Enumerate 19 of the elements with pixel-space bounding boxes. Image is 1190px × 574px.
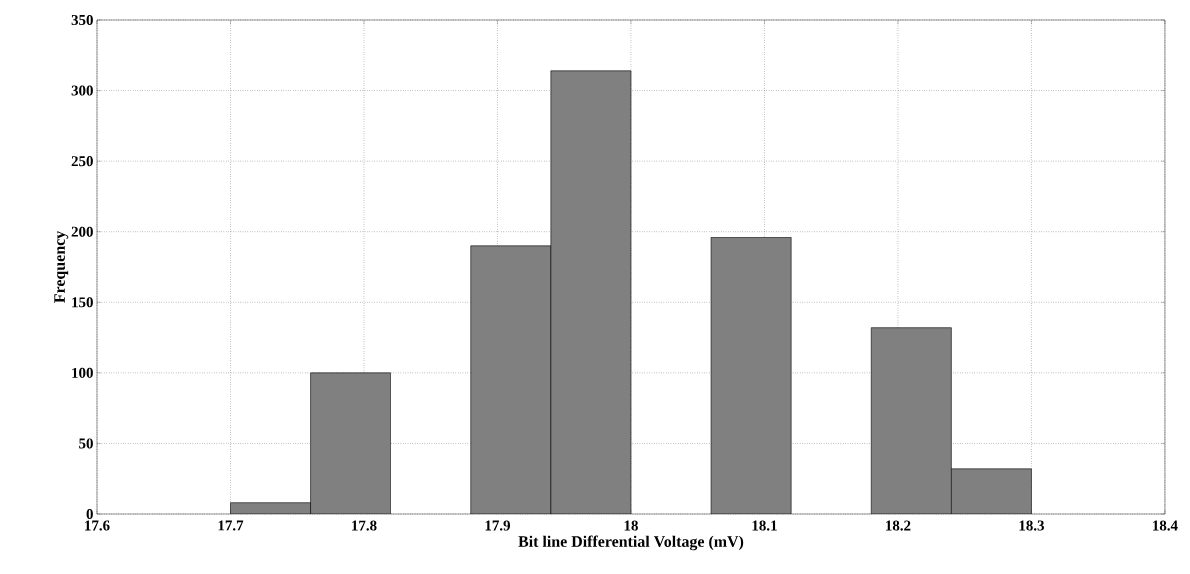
x-tick-label: 17.8 <box>352 520 377 531</box>
x-axis-title: Bit line Differential Voltage (mV) <box>518 535 744 551</box>
y-tick-label: 200 <box>71 226 93 237</box>
x-tick-label: 17.7 <box>218 520 244 531</box>
y-tick-label: 0 <box>86 508 93 520</box>
x-tick-label: 17.9 <box>485 520 510 531</box>
y-tick-label: 150 <box>72 297 93 308</box>
y-tick-label: 350 <box>71 14 93 26</box>
y-tick-label: 50 <box>79 438 93 449</box>
y-axis-title: Frequency <box>54 230 69 303</box>
y-tick-label: 250 <box>71 156 93 167</box>
x-tick-label: 18.4 <box>1153 520 1178 531</box>
x-tick-label: 18.2 <box>886 520 911 531</box>
x-tick-label: 18 <box>624 520 638 531</box>
x-tick-label: 17.6 <box>85 520 110 531</box>
y-tick-label: 300 <box>71 85 93 96</box>
y-tick-label: 100 <box>72 367 93 378</box>
x-tick-label: 18.1 <box>752 520 777 531</box>
x-tick-label: 18.3 <box>1019 520 1044 531</box>
